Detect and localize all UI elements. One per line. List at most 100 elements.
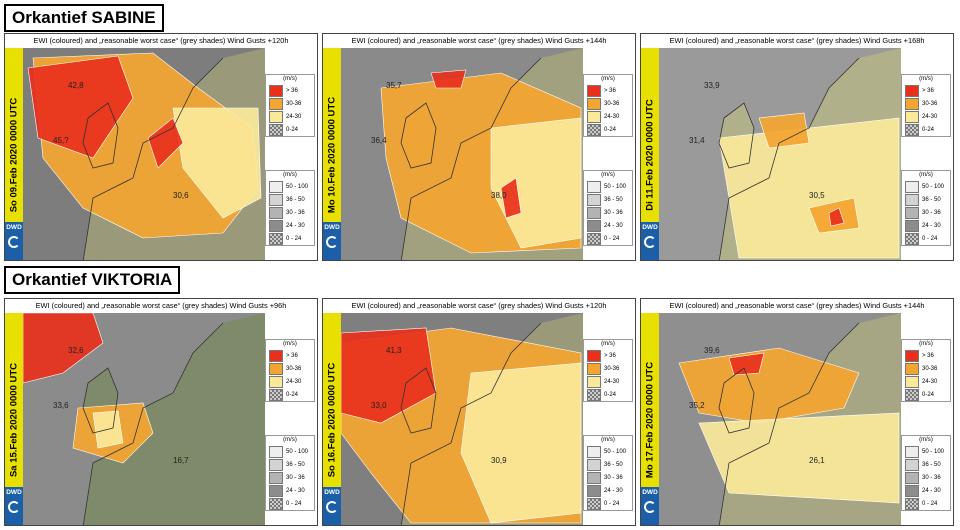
wind-gust-map: 32,6 33,6 16,7 — [23, 313, 265, 525]
legend-row: 30-36 — [266, 97, 314, 110]
legend-row: 24 - 30 — [584, 484, 632, 497]
legend-swatch — [587, 110, 601, 123]
legend-swatch — [905, 445, 919, 458]
legend-row: 30 - 36 — [902, 471, 950, 484]
legend-label: 0 - 24 — [604, 235, 620, 242]
gust-area — [828, 207, 845, 227]
gust-area — [698, 412, 900, 504]
dwd-label: DWD — [642, 489, 658, 496]
forecast-date: Mo 10.Feb 2020 0000 UTC — [326, 96, 338, 214]
legend-label: > 36 — [922, 87, 934, 94]
legend-unit: (m/s) — [283, 76, 297, 82]
legend-row: 24-30 — [902, 375, 950, 388]
date-strip: So 09.Feb 2020 0000 UTC DWD — [5, 48, 23, 260]
legend-label: 0 - 24 — [286, 500, 302, 507]
legend-swatch — [269, 219, 283, 232]
legend-row: 36 - 50 — [902, 193, 950, 206]
legend-row: > 36 — [266, 349, 314, 362]
wind-gust-map: 39,6 35,2 26,1 — [659, 313, 901, 525]
legend-swatch — [905, 84, 919, 97]
legend-row: 36 - 50 — [266, 193, 314, 206]
swirl-icon — [644, 236, 656, 248]
gust-value-label: 26,1 — [809, 456, 825, 465]
legend-label: 0-24 — [922, 126, 935, 133]
legend-grey: (m/s) 50 - 100 36 - 50 30 - 36 24 - 30 0 - 24 — [901, 170, 951, 246]
legend-row: 30-36 — [902, 362, 950, 375]
legend-label: 24 - 30 — [922, 222, 941, 229]
date-strip: Mo 10.Feb 2020 0000 UTC DWD — [323, 48, 341, 260]
wind-gust-map: 33,9 31,4 30,5 — [659, 48, 901, 260]
legend-label: 24 - 30 — [604, 487, 623, 494]
legend-swatch — [587, 180, 601, 193]
forecast-date: Mo 17.Feb 2020 0000 UTC — [644, 361, 656, 479]
legend-label: 24 - 30 — [286, 222, 305, 229]
gust-value-label: 33,0 — [371, 401, 387, 410]
coastline — [82, 322, 224, 525]
legend-swatch — [269, 362, 283, 375]
legend-swatch — [587, 349, 601, 362]
legend-label: > 36 — [604, 352, 616, 359]
gust-value-label: 45,? — [53, 136, 69, 145]
legend-swatch — [269, 349, 283, 362]
legend-row: 0 - 24 — [266, 232, 314, 245]
coastline — [82, 57, 224, 260]
gust-value-label: 35,2 — [689, 401, 705, 410]
legend-swatch — [905, 206, 919, 219]
legend-swatch — [905, 375, 919, 388]
gust-area — [500, 177, 522, 219]
legend-row: 0-24 — [266, 123, 314, 136]
gust-value-label: 36,4 — [371, 136, 387, 145]
legend-label: 24-30 — [286, 113, 302, 120]
legend-swatch — [905, 349, 919, 362]
legend-row: 0-24 — [902, 123, 950, 136]
legend-swatch — [905, 97, 919, 110]
legend-label: 30-36 — [922, 365, 938, 372]
legend-swatch — [905, 388, 919, 401]
gust-area — [147, 117, 184, 169]
legend-grey: (m/s) 50 - 100 36 - 50 30 - 36 24 - 30 0 - 24 — [583, 435, 633, 511]
legend-grey: (m/s) 50 - 100 36 - 50 30 - 36 24 - 30 0 - 24 — [265, 435, 315, 511]
legend-row: > 36 — [584, 84, 632, 97]
legend-swatch — [587, 97, 601, 110]
wind-gust-map: 35,7 36,4 38,0 — [341, 48, 583, 260]
legend-row: 24 - 30 — [584, 219, 632, 232]
gust-value-label: 38,0 — [491, 191, 507, 200]
forecast-panel: EWI (coloured) and „reasonable worst cas… — [640, 33, 954, 261]
legend-swatch — [269, 110, 283, 123]
forecast-panel: EWI (coloured) and „reasonable worst cas… — [322, 33, 636, 261]
dwd-label: DWD — [324, 224, 340, 231]
legend-row: 24 - 30 — [266, 484, 314, 497]
legend-swatch — [269, 97, 283, 110]
gust-area — [430, 69, 467, 89]
gust-value-label: 35,7 — [386, 81, 402, 90]
legend-row: 30 - 36 — [266, 471, 314, 484]
legend-label: 0 - 24 — [922, 500, 938, 507]
legend-row: 24 - 30 — [902, 484, 950, 497]
legend-row: > 36 — [584, 349, 632, 362]
dwd-logo: DWD — [5, 222, 23, 260]
legend-row: 24 - 30 — [902, 219, 950, 232]
legend-grey: (m/s) 50 - 100 36 - 50 30 - 36 24 - 30 0 - 24 — [901, 435, 951, 511]
legend-label: 0-24 — [604, 391, 617, 398]
panel-header: EWI (coloured) and „reasonable worst cas… — [323, 299, 635, 313]
date-strip: Sa 15.Feb 2020 0000 UTC DWD — [5, 313, 23, 525]
legend-colored: (m/s) > 36 30-36 24-30 0-24 — [583, 339, 633, 402]
legend-label: 24-30 — [286, 378, 302, 385]
legend-colored: (m/s) > 36 30-36 24-30 0-24 — [901, 74, 951, 137]
forecast-date: Sa 15.Feb 2020 0000 UTC — [8, 362, 20, 478]
legend-swatch — [905, 458, 919, 471]
legend-label: 0-24 — [286, 126, 299, 133]
legend-label: 30 - 36 — [604, 474, 623, 481]
legend-label: 24-30 — [604, 113, 620, 120]
legend-row: 24-30 — [266, 375, 314, 388]
legend-swatch — [587, 388, 601, 401]
forecast-panel: EWI (coloured) and „reasonable worst cas… — [4, 298, 318, 526]
legend-swatch — [587, 123, 601, 136]
legend-colored: (m/s) > 36 30-36 24-30 0-24 — [583, 74, 633, 137]
gust-value-label: 39,6 — [704, 346, 720, 355]
coastline — [718, 57, 860, 260]
legend-label: 0-24 — [604, 126, 617, 133]
panel-header: EWI (coloured) and „reasonable worst cas… — [5, 299, 317, 313]
legend-swatch — [587, 193, 601, 206]
legend-row: 30 - 36 — [266, 206, 314, 219]
